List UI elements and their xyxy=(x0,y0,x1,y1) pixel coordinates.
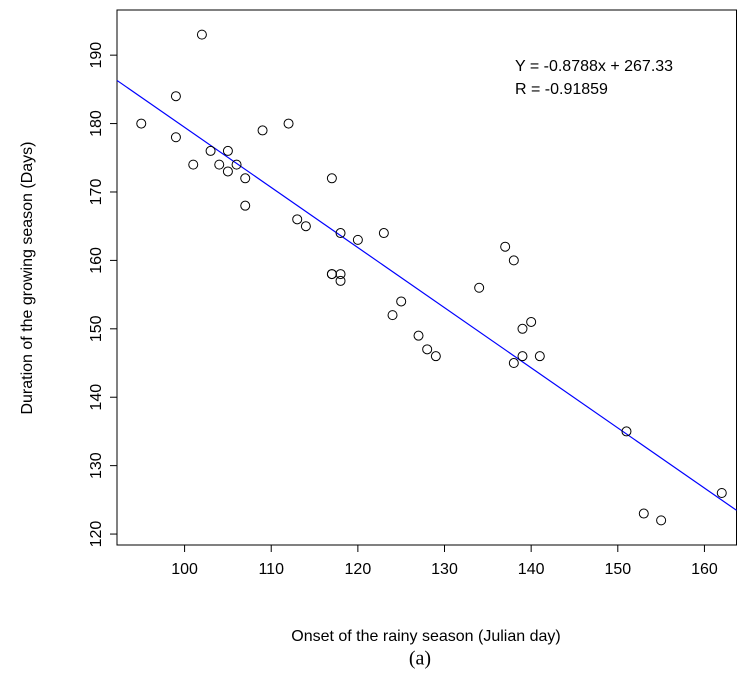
correlation: R = -0.91859 xyxy=(515,81,608,98)
data-point xyxy=(422,344,433,355)
x-axis-label: Onset of the rainy season (Julian day) xyxy=(291,628,560,645)
equation: Y = -0.8788x + 267.33 xyxy=(515,58,673,75)
data-point xyxy=(283,118,294,129)
data-point xyxy=(300,221,311,232)
data-point xyxy=(517,351,528,362)
data-point xyxy=(326,173,337,184)
x-tick-label: 100 xyxy=(171,561,198,578)
x-tick-label: 110 xyxy=(258,561,284,578)
y-tick-label: 130 xyxy=(88,452,105,479)
y-tick-label: 180 xyxy=(88,110,105,137)
data-point xyxy=(214,159,225,170)
data-point xyxy=(170,91,181,102)
data-point xyxy=(526,316,537,327)
data-point xyxy=(656,515,667,526)
data-point xyxy=(335,269,346,280)
data-point xyxy=(508,255,519,266)
data-point xyxy=(335,228,346,239)
data-point xyxy=(170,132,181,143)
y-tick-label: 140 xyxy=(88,384,105,411)
y-tick-label: 160 xyxy=(88,247,105,274)
data-point xyxy=(638,508,649,519)
data-point xyxy=(188,159,199,170)
data-point xyxy=(500,241,511,252)
data-point xyxy=(508,358,519,369)
data-point xyxy=(474,282,485,293)
y-tick-label: 120 xyxy=(88,521,105,548)
data-point xyxy=(292,214,303,225)
y-tick-label: 190 xyxy=(88,42,105,69)
y-tick-label: 170 xyxy=(88,179,105,206)
x-tick-label: 130 xyxy=(431,561,458,578)
data-point xyxy=(413,330,424,341)
regression-line xyxy=(116,79,737,511)
y-axis-label: Duration of the growing season (Days) xyxy=(19,141,36,414)
data-point xyxy=(430,351,441,362)
caption: (a) xyxy=(409,648,431,670)
data-point xyxy=(136,118,147,129)
data-point xyxy=(335,275,346,286)
data-point xyxy=(205,145,216,156)
data-point xyxy=(326,269,337,280)
data-point xyxy=(378,228,389,239)
data-point xyxy=(240,173,251,184)
data-point xyxy=(231,159,242,170)
data-point xyxy=(396,296,407,307)
data-point xyxy=(222,166,233,177)
y-tick-label: 150 xyxy=(88,315,105,342)
x-tick-label: 120 xyxy=(345,561,372,578)
x-tick-label: 160 xyxy=(691,561,718,578)
data-point xyxy=(716,488,727,499)
data-point xyxy=(621,426,632,437)
x-tick-label: 140 xyxy=(518,561,545,578)
data-point xyxy=(517,323,528,334)
plot-frame xyxy=(116,9,737,546)
data-point xyxy=(240,200,251,211)
data-point xyxy=(387,310,398,321)
x-tick-label: 150 xyxy=(604,561,631,578)
data-point xyxy=(196,29,207,40)
data-point xyxy=(352,234,363,245)
data-point xyxy=(534,351,545,362)
data-point xyxy=(257,125,268,136)
data-point xyxy=(222,145,233,156)
